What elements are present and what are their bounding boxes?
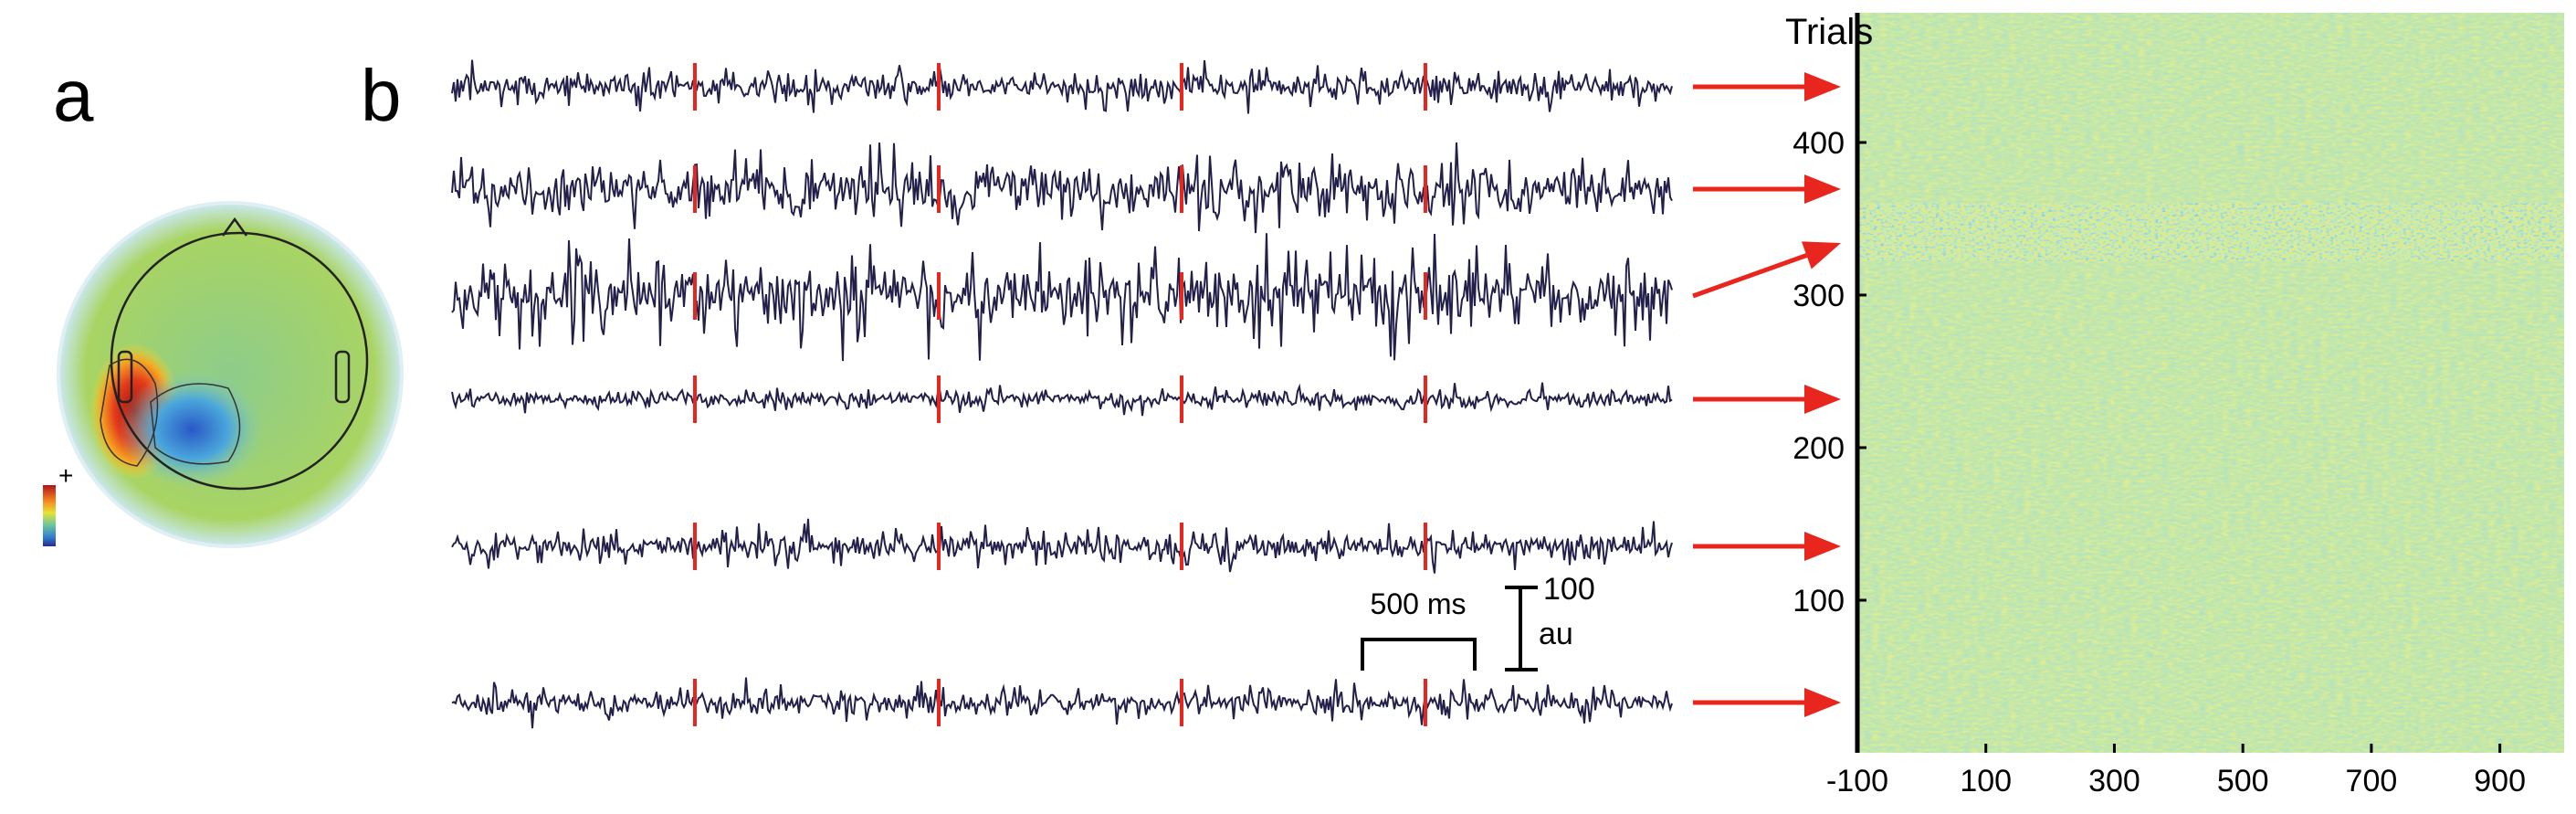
x-tick-label: 300 xyxy=(2088,764,2140,798)
y-tick-label: 400 xyxy=(1793,126,1845,161)
arrow-head xyxy=(1801,241,1841,270)
x-tick-label: 700 xyxy=(2346,764,2398,798)
time-scale: 500 ms xyxy=(1371,587,1467,620)
eeg-trace xyxy=(451,677,1673,729)
arrow-head xyxy=(1804,385,1841,414)
y-tick-label: 300 xyxy=(1793,279,1845,313)
y-tick-label: 200 xyxy=(1793,431,1845,466)
axis-title: Trials xyxy=(1785,12,1873,52)
colorbar xyxy=(43,485,56,546)
arrows xyxy=(1692,72,1841,717)
panel-label: a xyxy=(53,55,94,136)
amp-scale-unit: au xyxy=(1539,617,1573,651)
x-tick-label: 900 xyxy=(2474,764,2526,798)
amp-scale-value: 100 xyxy=(1543,572,1595,607)
x-tick-label: 500 xyxy=(2217,764,2269,798)
arrow-head xyxy=(1804,688,1841,717)
traces xyxy=(451,59,1673,729)
x-tick-label: 100 xyxy=(1960,764,2012,798)
eeg-trace xyxy=(451,142,1673,234)
panel-label: b xyxy=(361,55,402,136)
arrow-shaft xyxy=(1692,253,1808,299)
arrow-head xyxy=(1804,532,1841,561)
scale-bars xyxy=(1361,586,1538,671)
eeg-trace xyxy=(451,382,1673,417)
trials-image xyxy=(1855,13,2564,753)
eeg-trace xyxy=(451,59,1673,114)
x-tick-label: -100 xyxy=(1826,764,1888,798)
eeg-trace xyxy=(451,233,1673,362)
eeg-trace xyxy=(451,518,1673,574)
arrow-head xyxy=(1804,174,1841,204)
arrow-head xyxy=(1804,72,1841,101)
topography xyxy=(57,201,404,548)
colorbar-label: + xyxy=(58,461,73,490)
y-tick-label: 100 xyxy=(1793,584,1845,618)
